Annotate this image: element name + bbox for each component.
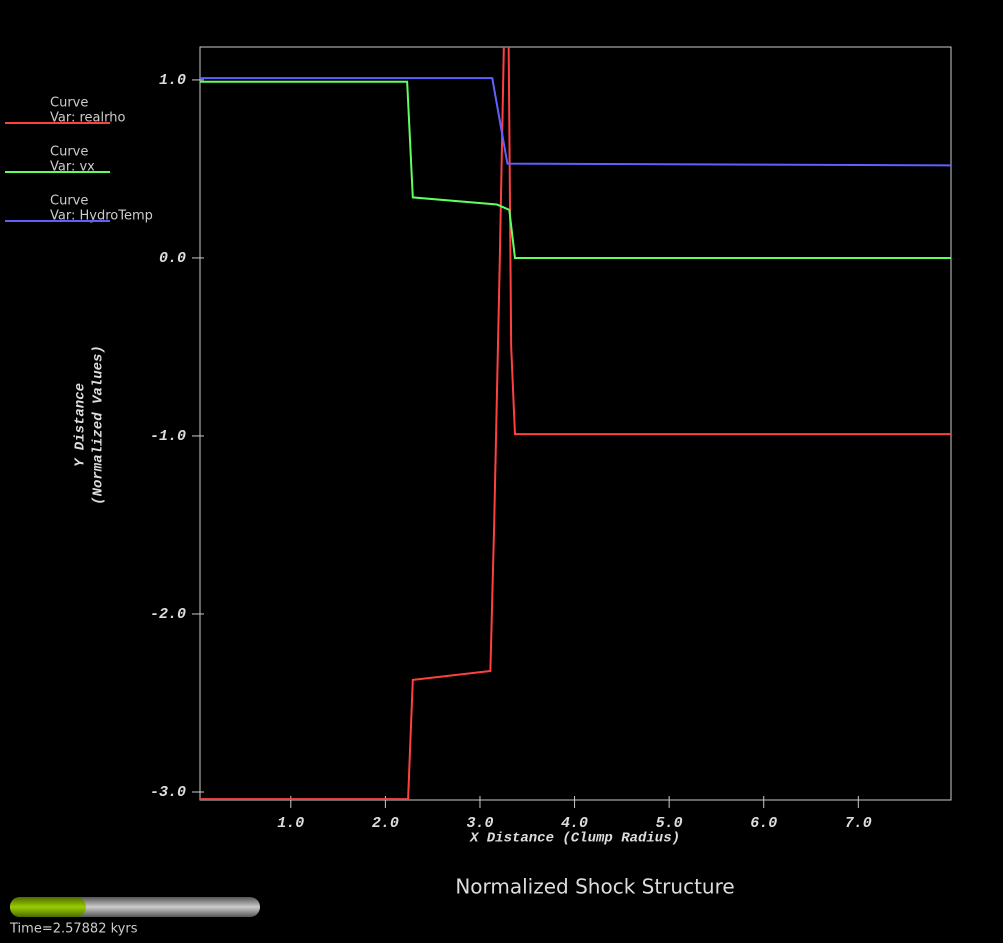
- y-axis-title: Y Distance (Normalized Values): [73, 345, 107, 505]
- time-label: Time=2.57882 kyrs: [9, 922, 138, 937]
- x-tick-label: 2.0: [372, 815, 399, 832]
- x-tick-label: 6.0: [750, 815, 777, 832]
- x-tick-label: 4.0: [561, 815, 588, 832]
- series-line: [200, 77, 951, 167]
- y-tick-label: 1.0: [159, 72, 186, 89]
- x-tick-label: 3.0: [466, 815, 493, 832]
- y-tick-label: -3.0: [150, 784, 186, 801]
- legend-label: Var: HydroTemp: [50, 209, 153, 224]
- chart-title: Normalized Shock Structure: [455, 875, 734, 899]
- x-tick-label: 1.0: [277, 815, 304, 832]
- y-axis-title-line: (Normalized Values): [91, 345, 107, 505]
- y-tick-label: -2.0: [150, 606, 186, 623]
- series-line: [200, 80, 951, 259]
- legend-header: Curve: [50, 96, 88, 111]
- x-tick-label: 5.0: [656, 815, 683, 832]
- time-slider-progress: [10, 897, 86, 917]
- series-line: [200, 47, 951, 800]
- plot-frame: [199, 46, 952, 801]
- y-tick-label: 0.0: [159, 250, 186, 267]
- legend-header: Curve: [50, 145, 88, 160]
- y-tick-label: -1.0: [150, 428, 186, 445]
- x-axis-title: X Distance (Clump Radius): [469, 831, 680, 847]
- x-tick-label: 7.0: [845, 815, 872, 832]
- legend-label: Var: vx: [50, 160, 95, 175]
- legend-header: Curve: [50, 194, 88, 209]
- y-axis-title-line: Y Distance: [73, 383, 89, 467]
- legend-label: Var: realrho: [50, 111, 125, 126]
